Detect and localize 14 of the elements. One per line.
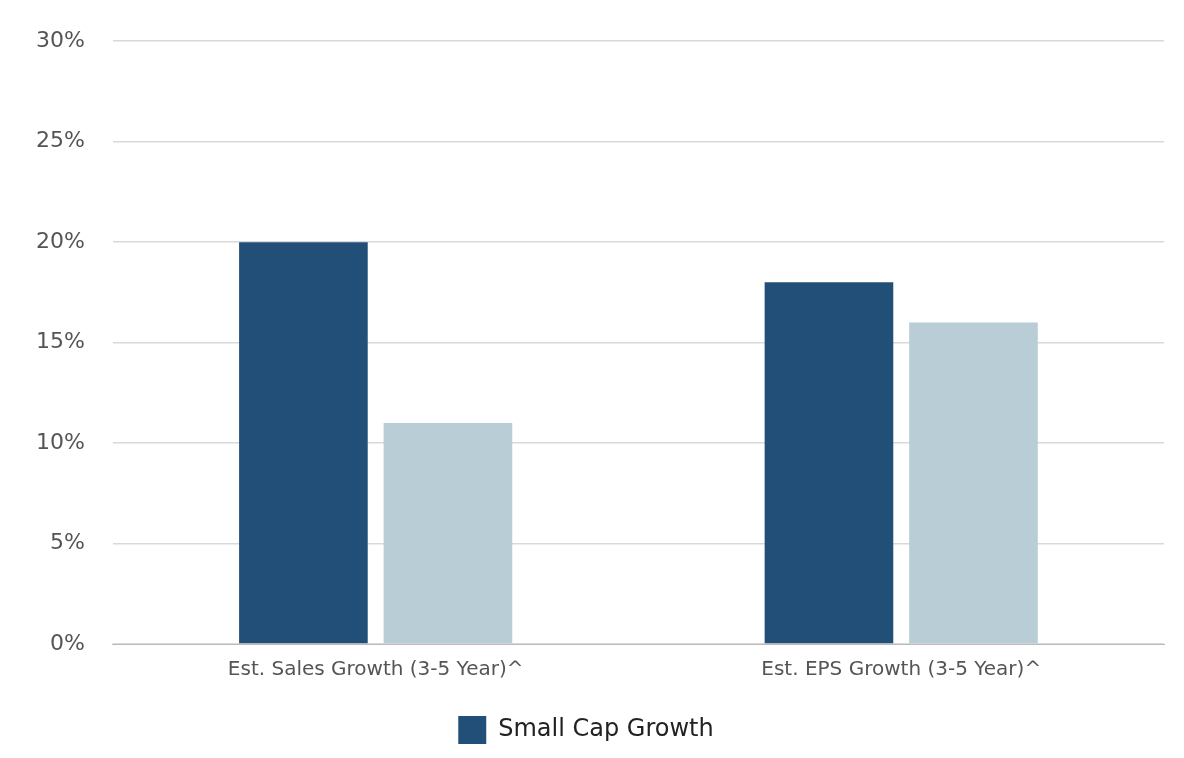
x-tick-label: Est. Sales Growth (3-5 Year)^	[227, 656, 524, 681]
y-tick-label: 10%	[35, 428, 85, 454]
y-tick-label: 5%	[49, 529, 85, 555]
bar	[239, 242, 368, 644]
y-tick-label: 30%	[35, 26, 85, 52]
y-tick-label: 0%	[49, 629, 85, 655]
y-tick-label: 20%	[35, 227, 85, 253]
y-tick-label: 25%	[35, 127, 85, 153]
legend-label: Small Cap Growth	[498, 714, 714, 743]
bar	[909, 322, 1038, 644]
bar	[383, 422, 513, 644]
x-tick-label: Est. EPS Growth (3-5 Year)^	[761, 656, 1042, 681]
y-tick-label: 15%	[35, 328, 85, 354]
bar	[764, 282, 894, 644]
